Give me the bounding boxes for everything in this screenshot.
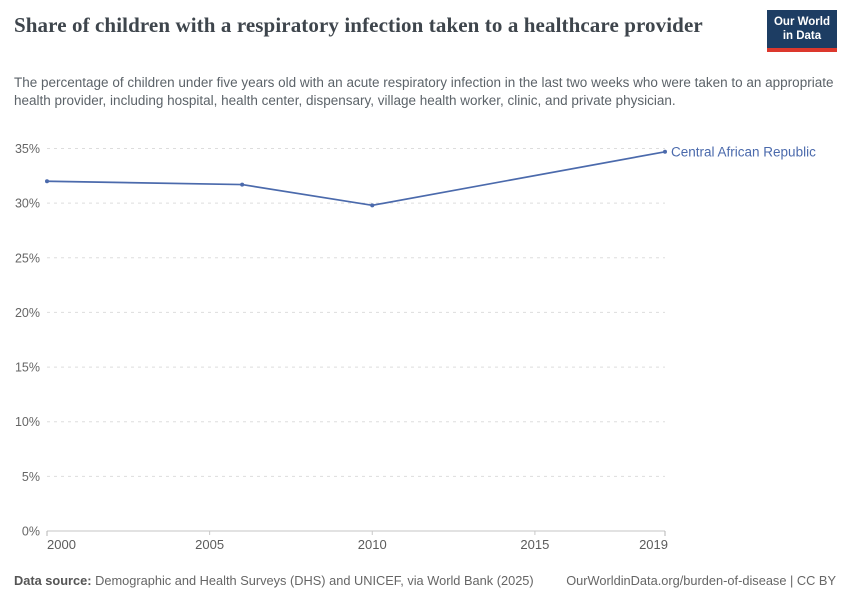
y-axis-label: 20% xyxy=(15,306,40,320)
y-axis-label: 30% xyxy=(15,197,40,211)
owid-license-link[interactable]: OurWorldinData.org/burden-of-disease | C… xyxy=(566,573,836,588)
y-axis-label: 0% xyxy=(22,525,40,539)
data-source: Data source: Demographic and Health Surv… xyxy=(14,573,534,588)
owid-logo-line1: Our World xyxy=(773,16,830,28)
data-source-text: Demographic and Health Surveys (DHS) and… xyxy=(95,573,534,588)
chart-footer: Data source: Demographic and Health Surv… xyxy=(14,573,836,588)
page-title: Share of children with a respiratory inf… xyxy=(14,13,703,37)
series-line[interactable] xyxy=(46,150,666,207)
series-label[interactable]: Central African Republic xyxy=(671,144,816,159)
owid-logo[interactable]: Our World in Data xyxy=(766,10,837,52)
x-axis-label: 2000 xyxy=(47,537,76,552)
data-point[interactable] xyxy=(663,149,667,154)
chart-subtitle: The percentage of children under five ye… xyxy=(14,75,834,109)
data-point[interactable] xyxy=(240,182,245,187)
owid-logo-line2: in Data xyxy=(782,30,822,43)
x-axis-label: 2015 xyxy=(520,537,549,552)
data-source-label: Data source: xyxy=(14,573,92,588)
x-axis-label: 2010 xyxy=(358,537,387,552)
y-axis-label: 5% xyxy=(22,470,40,484)
x-axis-label: 2019 xyxy=(639,537,668,552)
y-axis-label: 25% xyxy=(15,251,40,265)
y-axis-label: 35% xyxy=(15,142,40,156)
x-axis-label: 2005 xyxy=(195,537,224,552)
data-point[interactable] xyxy=(45,179,49,184)
y-axis-label: 10% xyxy=(15,415,40,429)
y-axis-label: 15% xyxy=(15,361,40,375)
data-point[interactable] xyxy=(370,203,375,208)
